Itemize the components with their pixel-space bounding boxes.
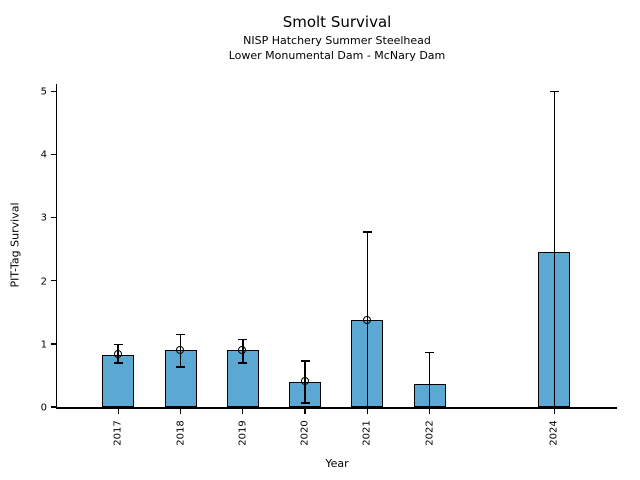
point-marker-2020 xyxy=(300,377,309,386)
point-marker-2021 xyxy=(363,315,371,324)
x-tick-label-2017: 2017 xyxy=(112,420,124,446)
x-tick-label-2018: 2018 xyxy=(175,420,186,446)
x-tick-label-2020: 2020 xyxy=(299,420,311,446)
x-tick-mark xyxy=(117,408,119,414)
point-marker-2019 xyxy=(238,345,247,354)
x-tick-mark xyxy=(553,408,555,414)
chart-subtitle-line1: NISP Hatchery Summer Steelhead xyxy=(243,34,431,47)
y-tick-label: 5 xyxy=(40,86,47,98)
error-cap-high xyxy=(549,90,559,93)
error-cap-high xyxy=(362,231,372,233)
y-tick-mark xyxy=(50,406,56,408)
x-tick-label-2022: 2022 xyxy=(424,420,436,446)
x-tick-label-2019: 2019 xyxy=(237,420,249,446)
error-cap-low xyxy=(300,402,310,404)
y-tick-mark xyxy=(50,153,56,156)
point-marker-2017 xyxy=(113,350,122,359)
x-tick-mark xyxy=(304,408,306,414)
error-cap-low xyxy=(238,362,248,364)
y-tick-label: 4 xyxy=(40,149,47,161)
error-cap-low xyxy=(113,362,123,364)
x-tick-mark xyxy=(366,408,369,414)
chart-subtitle-line2: Lower Monumental Dam - McNary Dam xyxy=(228,49,446,62)
x-tick-label-2024: 2024 xyxy=(548,420,560,446)
y-tick-mark xyxy=(50,90,56,93)
chart-title: Smolt Survival xyxy=(282,13,392,31)
y-tick-label: 1 xyxy=(40,339,47,351)
y-tick-label: 0 xyxy=(40,402,47,414)
error-cap-high xyxy=(425,351,435,354)
y-tick-label: 2 xyxy=(40,276,47,287)
x-tick-mark xyxy=(429,408,431,414)
y-tick-mark xyxy=(50,280,56,282)
bar-2019 xyxy=(226,350,259,407)
point-marker-2018 xyxy=(176,345,185,354)
error-cap-low xyxy=(176,366,185,368)
error-cap-high xyxy=(300,360,310,362)
x-tick-label-2021: 2021 xyxy=(361,420,373,446)
x-tick-mark xyxy=(179,408,182,414)
y-axis-spine xyxy=(55,83,57,409)
x-tick-mark xyxy=(242,408,244,414)
error-bar-2024 xyxy=(553,91,556,407)
x-axis-spine xyxy=(55,407,617,409)
error-cap-high xyxy=(238,338,248,341)
y-tick-mark xyxy=(50,217,56,219)
y-tick-mark xyxy=(50,343,56,345)
error-cap-high xyxy=(176,333,185,336)
error-cap-high xyxy=(113,343,123,346)
error-bar-2022 xyxy=(428,352,431,407)
x-axis-label: Year xyxy=(325,457,349,470)
y-tick-label: 3 xyxy=(40,212,47,224)
